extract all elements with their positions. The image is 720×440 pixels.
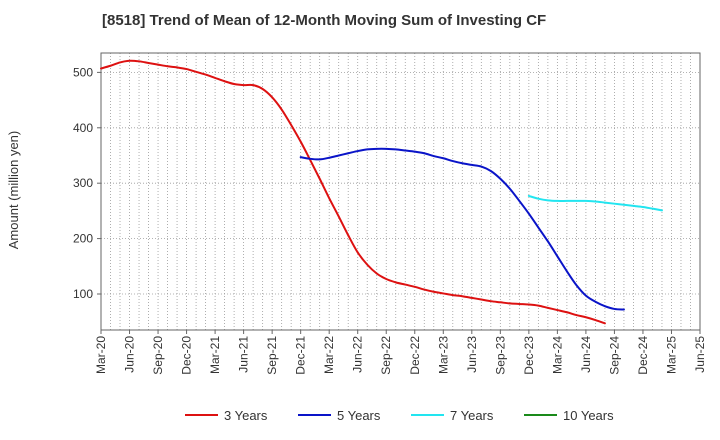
x-tick-label: Dec-24: [636, 336, 650, 375]
legend-label-7-years: 7 Years: [450, 408, 494, 423]
x-tick-label: Dec-23: [522, 336, 536, 375]
grid-layer: [101, 53, 700, 330]
x-tick-label: Mar-22: [322, 336, 336, 374]
y-tick-label: 100: [73, 287, 93, 301]
x-tick-label: Dec-22: [408, 336, 422, 375]
x-tick-label: Sep-24: [607, 336, 621, 375]
x-axis: Mar-20 Jun-20 Sep-20 Dec-20 Mar-21 Jun-21 Sep-…: [94, 330, 707, 375]
x-tick-label: Sep-21: [265, 336, 279, 375]
x-tick-label: Mar-21: [208, 336, 222, 374]
legend-label-5-years: 5 Years: [337, 408, 381, 423]
y-tick-label: 400: [73, 121, 93, 135]
y-tick-label: 500: [73, 65, 93, 79]
legend-label-3-years: 3 Years: [224, 408, 268, 423]
legend: 3 Years 5 Years 7 Years 10 Years: [185, 408, 614, 423]
x-tick-label: Dec-20: [180, 336, 194, 375]
series-layer: [100, 59, 663, 325]
x-tick-label: Jun-23: [465, 336, 479, 373]
x-tick-label: Mar-25: [664, 336, 678, 374]
series-line-5-years: [299, 147, 625, 311]
x-tick-label: Jun-22: [351, 336, 365, 373]
x-tick-label: Jun-21: [237, 336, 251, 373]
x-tick-label: Sep-20: [151, 336, 165, 375]
x-tick-label: Sep-22: [379, 336, 393, 375]
x-tick-label: Mar-24: [550, 336, 564, 374]
x-tick-label: Jun-20: [123, 336, 137, 373]
series-line-3-years: [100, 59, 606, 325]
x-tick-label: Mar-20: [94, 336, 108, 374]
x-tick-label: Mar-23: [436, 336, 450, 374]
plot-area: [101, 53, 700, 330]
legend-label-10-years: 10 Years: [563, 408, 614, 423]
x-tick-label: Dec-21: [294, 336, 308, 375]
x-tick-label: Sep-23: [493, 336, 507, 375]
x-tick-label: Jun-24: [579, 336, 593, 373]
y-tick-label: 200: [73, 232, 93, 246]
series-line-7-years: [527, 194, 663, 212]
y-tick-label: 300: [73, 176, 93, 190]
y-axis: 100 200 300 400 500: [73, 65, 101, 301]
chart-title: [8518] Trend of Mean of 12-Month Moving …: [102, 12, 547, 29]
y-axis-title: Amount (million yen): [6, 131, 21, 250]
x-tick-label: Jun-25: [693, 336, 707, 373]
plot-frame: [100, 52, 701, 331]
